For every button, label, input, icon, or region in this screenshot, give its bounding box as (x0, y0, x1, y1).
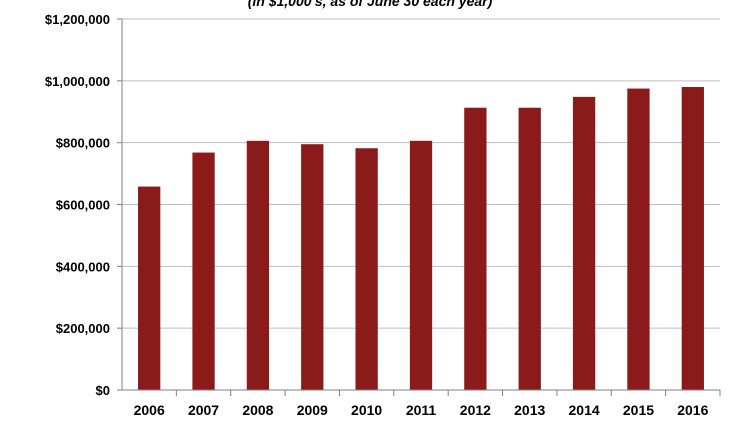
x-tick-label: 2010 (351, 402, 382, 418)
y-tick-label: $400,000 (56, 259, 110, 274)
bar (301, 144, 324, 390)
y-tick-label: $1,000,000 (45, 74, 110, 89)
x-tick-label: 2014 (569, 402, 600, 418)
bar (409, 140, 433, 390)
x-tick-label: 2006 (134, 402, 165, 418)
x-tick-label: 2008 (242, 402, 273, 418)
bar (464, 107, 487, 390)
bar (138, 186, 161, 390)
axes (117, 18, 721, 396)
x-tick-label: 2012 (460, 402, 491, 418)
x-tick-label: 2007 (188, 402, 219, 418)
bar (192, 152, 215, 390)
x-tick-label: 2013 (514, 402, 545, 418)
y-axis-tick-labels: $0 $200,000 $400,000 $600,000 $800,000 $1,000… (45, 12, 110, 398)
y-tick-label: $0 (96, 383, 110, 398)
bar (518, 107, 541, 390)
y-tick-label: $600,000 (56, 198, 110, 213)
bar (246, 140, 270, 390)
x-tick-label: 2016 (677, 402, 708, 418)
y-tick-label: $1,200,000 (45, 12, 110, 27)
y-tick-label: $200,000 (56, 321, 110, 336)
bar (627, 88, 650, 390)
x-tick-label: 2015 (623, 402, 654, 418)
x-tick-label: 2011 (406, 402, 437, 418)
x-tick-label: 2009 (297, 402, 328, 418)
x-axis-tick-labels: 2006 2007 2008 2009 2010 2011 2012 2013 2014 2015… (134, 402, 709, 418)
bar (572, 96, 596, 390)
chart-subtitle: (in $1,000's, as of June 30 each year) (248, 0, 493, 9)
y-tick-label: $800,000 (56, 136, 110, 151)
bars (138, 87, 704, 391)
bar (681, 87, 704, 391)
bar (355, 148, 378, 390)
